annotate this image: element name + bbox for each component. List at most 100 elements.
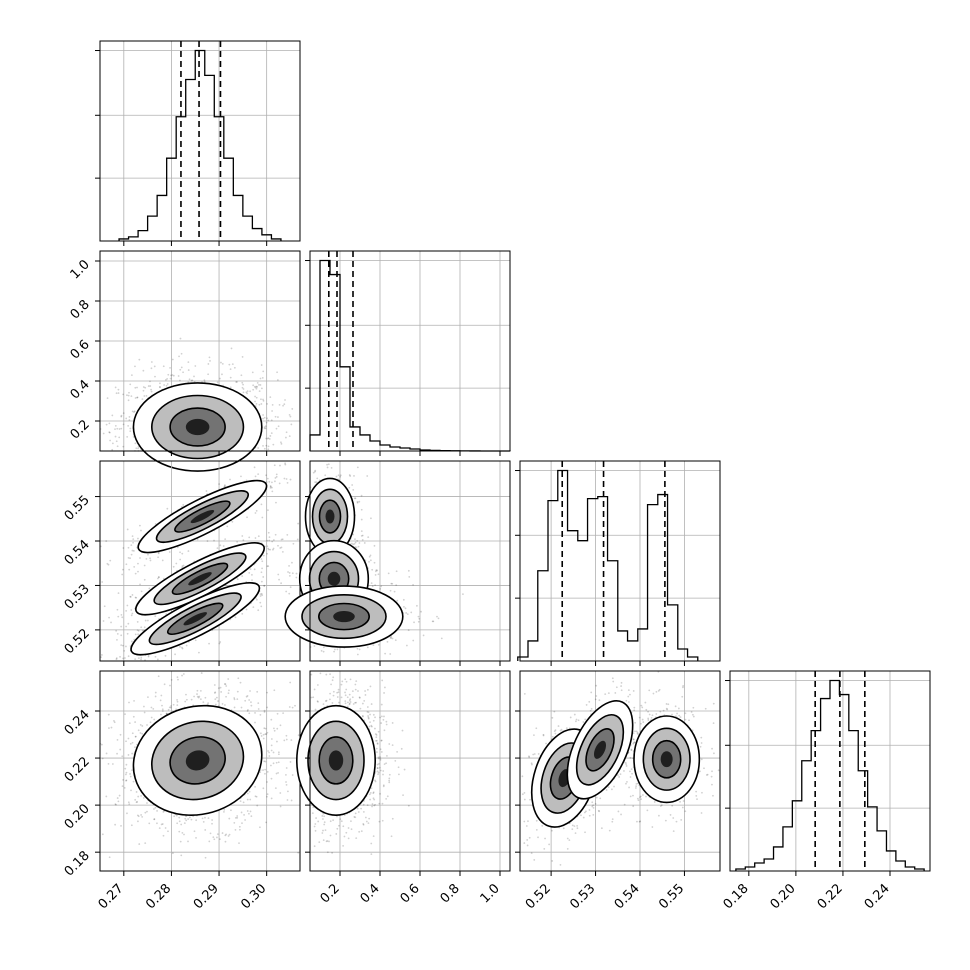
scatter-point [156, 810, 158, 812]
scatter-point [157, 556, 160, 559]
scatter-point [125, 773, 127, 776]
scatter-point [257, 708, 260, 710]
scatter-point [267, 437, 270, 440]
scatter-point [266, 539, 269, 542]
scatter-point [153, 718, 156, 721]
scatter-point [228, 689, 230, 692]
scatter-point [142, 797, 145, 799]
scatter-point [236, 815, 239, 817]
hist-step [517, 469, 699, 661]
scatter-point [122, 644, 124, 647]
scatter-point [291, 408, 294, 410]
scatter-point [134, 735, 137, 738]
scatter-point [149, 380, 151, 383]
scatter-point [145, 557, 148, 560]
scatter-point [241, 535, 244, 537]
scatter-point [150, 706, 153, 709]
scatter-point [198, 695, 201, 698]
scatter-point [246, 392, 249, 395]
scatter-point [266, 770, 269, 773]
scatter-point [146, 619, 149, 622]
scatter-point [139, 557, 141, 559]
scatter-point [208, 642, 210, 645]
scatter-point [134, 442, 137, 445]
scatter-point [169, 706, 172, 709]
scatter-point [270, 749, 273, 752]
scatter-point [124, 767, 127, 770]
scatter-point [169, 377, 172, 380]
scatter-point [295, 572, 298, 575]
scatter-point [263, 585, 266, 587]
scatter-point [148, 587, 151, 590]
scatter-point [363, 542, 366, 544]
scatter-point [100, 743, 103, 746]
scatter-point [277, 751, 280, 754]
scatter-point [161, 710, 164, 712]
scatter-point [295, 576, 298, 579]
scatter-point [242, 391, 245, 394]
scatter-point [290, 423, 293, 426]
scatter-point [240, 706, 243, 709]
scatter-point [291, 706, 294, 709]
scatter-point [170, 705, 172, 707]
scatter-point [360, 508, 363, 511]
scatter-point [374, 584, 376, 587]
scatter-point [205, 490, 208, 492]
scatter-point [101, 581, 104, 583]
scatter-point [136, 814, 139, 817]
scatter-point [172, 565, 175, 568]
scatter-point [126, 394, 128, 397]
scatter-point [379, 587, 382, 590]
scatter-point [248, 536, 251, 539]
scatter-point [330, 466, 333, 469]
scatter-point [110, 621, 112, 624]
scatter-point [176, 700, 179, 703]
scatter-point [252, 388, 255, 391]
scatter-point [234, 616, 237, 619]
scatter-point [219, 686, 222, 689]
scatter-point [154, 655, 157, 658]
scatter-point [156, 822, 158, 825]
scatter-point [227, 692, 230, 695]
scatter-point [218, 838, 221, 840]
scatter-point [240, 811, 243, 814]
scatter-point [125, 779, 128, 782]
scatter-point [148, 822, 151, 825]
scatter-point [283, 477, 286, 480]
scatter-point [262, 733, 265, 736]
scatter-point [269, 486, 272, 489]
scatter-point [412, 639, 415, 642]
scatter-point [291, 774, 294, 776]
scatter-point [370, 582, 373, 585]
scatter-point [289, 586, 292, 589]
scatter-point [266, 437, 269, 440]
scatter-point [130, 824, 133, 827]
scatter-point [209, 360, 211, 362]
scatter-point [127, 737, 130, 740]
scatter-point [129, 557, 131, 560]
scatter-point [141, 815, 144, 818]
scatter-point [241, 381, 244, 384]
scatter-point [178, 820, 181, 823]
scatter-point [142, 386, 145, 388]
scatter-point [203, 380, 206, 383]
scatter-point [264, 768, 267, 771]
scatter-point [286, 799, 289, 801]
scatter-point [233, 697, 236, 699]
scatter-point [206, 540, 209, 542]
scatter-point [353, 497, 356, 500]
scatter-point [136, 629, 139, 632]
scatter-point [185, 819, 188, 822]
scatter-point [259, 713, 262, 716]
scatter-point [105, 752, 108, 755]
scatter-point [291, 561, 293, 564]
scatter-point [224, 834, 227, 837]
scatter-point [262, 414, 264, 416]
scatter-point [395, 570, 398, 573]
scatter-point [250, 704, 253, 707]
scatter-point [240, 374, 243, 377]
scatter-point [221, 703, 224, 705]
scatter-point [366, 475, 369, 477]
scatter-point [180, 854, 183, 857]
scatter-point [167, 830, 169, 833]
